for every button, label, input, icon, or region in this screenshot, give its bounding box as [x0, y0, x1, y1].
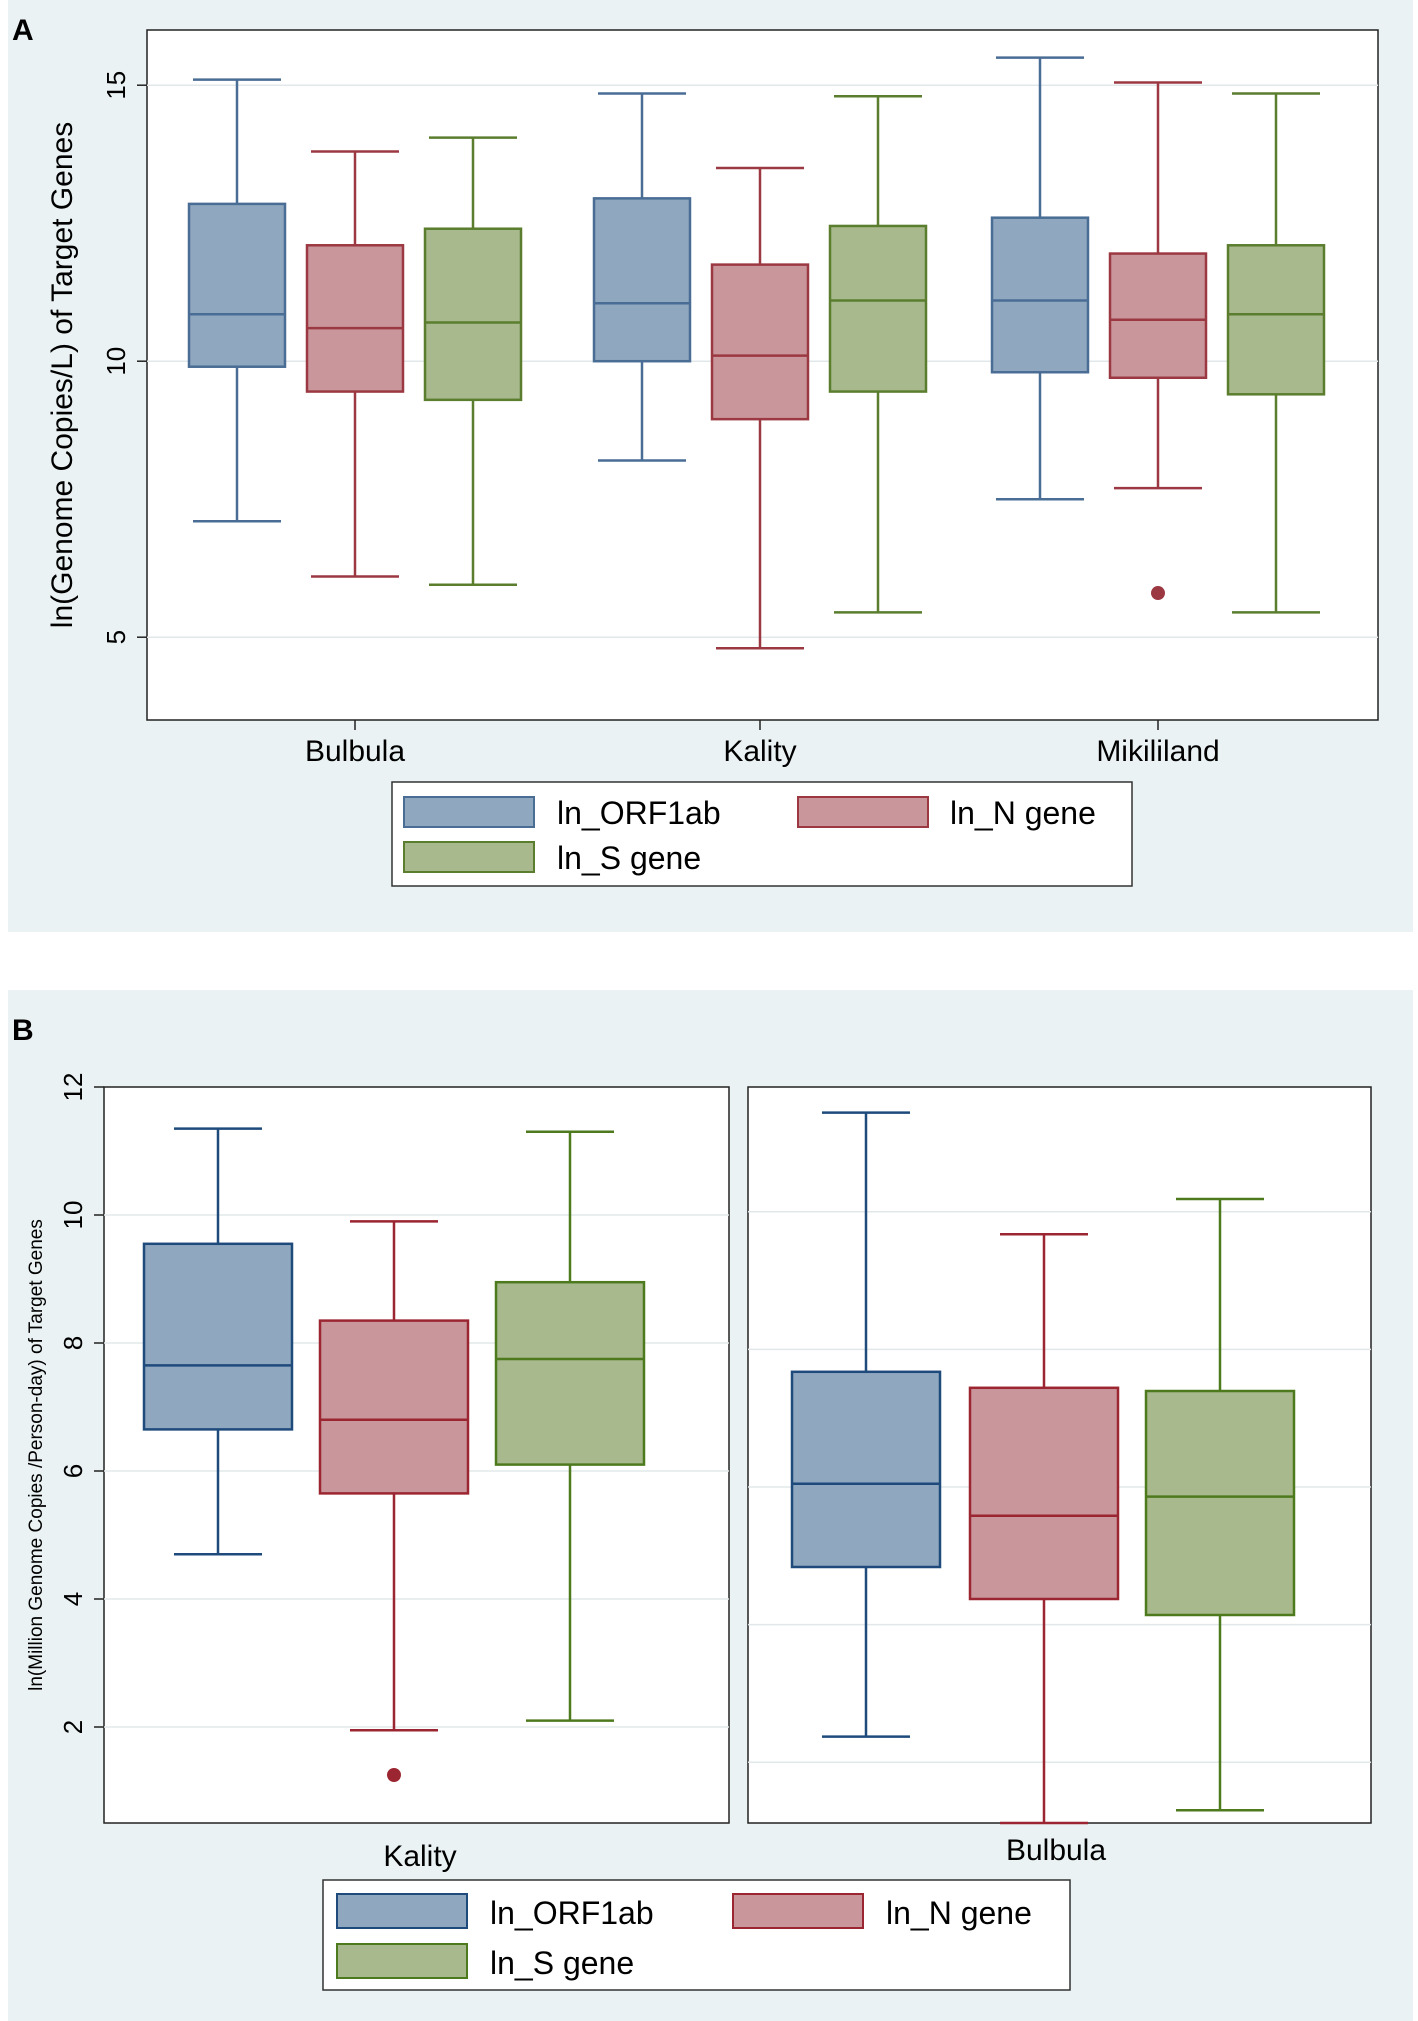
- panel-b-y-axis: 2 4 6 8 10 12: [58, 1073, 104, 1734]
- panel-a-mikililand-ln-s-gene-box: [1226, 244, 1326, 396]
- legend-label-n-gene: ln_N gene: [950, 795, 1096, 831]
- legend-swatch-s-gene: [403, 841, 535, 873]
- panel-a-ytick-label-15: 15: [101, 71, 131, 100]
- panel-b-bulbula-ln-orf1ab-box: [790, 1370, 942, 1569]
- panel-b-ytick-label-2: 2: [58, 1720, 88, 1734]
- panel-b-kality-ln-s-gene-box: [494, 1280, 646, 1466]
- panel-a-mikililand-ln-orf1ab-box: [990, 216, 1090, 374]
- panel-a-category-mikililand: Mikililand: [1096, 735, 1219, 768]
- panel-a-legend: ln_ORF1ab ln_N gene ln_S gene: [391, 781, 1133, 887]
- panel-a-bulbula-ln-s-gene-box: [423, 227, 523, 402]
- panel-a-bulbula-ln-orf1ab-box: [187, 202, 287, 368]
- panel-b-legend: ln_ORF1ab ln_N gene ln_S gene: [322, 1879, 1071, 1991]
- panel-b-ytick-label-8: 8: [58, 1336, 88, 1350]
- panel-a-y-axis-label: ln(Genome Copies/L) of Target Genes: [46, 122, 79, 628]
- panel-a: A 5 10 15 ln(Genome Copies/L) of Target Ge…: [8, 0, 1413, 932]
- panel-b-kality-ln-n-gene-outlier-0: [387, 1768, 401, 1782]
- panel-a-mikililand-ln-n-gene-outlier-0: [1151, 586, 1165, 601]
- panel-a-boxes: [187, 56, 1326, 650]
- legend-swatch-orf1ab: [403, 796, 535, 828]
- legend-b-label-orf1ab: ln_ORF1ab: [490, 1895, 654, 1931]
- panel-b-bulbula-ln-n-gene-box: [968, 1386, 1120, 1601]
- legend-label-orf1ab: ln_ORF1ab: [557, 795, 721, 831]
- panel-a-letter: A: [12, 14, 34, 47]
- panel-a-kality-ln-n-gene-box: [710, 263, 810, 421]
- panel-b-ytick-label-4: 4: [58, 1592, 88, 1606]
- panel-b-kality-ln-orf1ab-box: [142, 1242, 294, 1431]
- panel-b: B 2 4 6 8 10 12 ln(Million Genome Copies /Per…: [8, 990, 1413, 2021]
- panel-b-y-axis-label: ln(Million Genome Copies /Person-day) of…: [26, 1219, 47, 1691]
- panel-a-ytick-label-10: 10: [101, 347, 131, 376]
- panel-a-kality-ln-s-gene-box: [828, 224, 928, 393]
- panel-a-mikililand-ln-n-gene-box: [1108, 252, 1208, 380]
- legend-b-swatch-s-gene: [336, 1943, 468, 1979]
- panel-a-bulbula-ln-n-gene-box: [305, 244, 405, 393]
- panel-b-ytick-label-10: 10: [58, 1201, 88, 1230]
- panel-a-kality-ln-orf1ab-box: [592, 197, 692, 363]
- panel-a-category-bulbula: Bulbula: [305, 735, 405, 768]
- legend-b-swatch-orf1ab: [336, 1893, 468, 1929]
- panel-b-ytick-label-12: 12: [58, 1073, 88, 1102]
- legend-label-s-gene: ln_S gene: [557, 840, 701, 876]
- legend-b-label-n-gene: ln_N gene: [886, 1895, 1032, 1931]
- panel-b-kality-ln-n-gene-box: [318, 1319, 470, 1495]
- panel-b-category-kality: Kality: [383, 1840, 456, 1873]
- legend-b-label-s-gene: ln_S gene: [490, 1945, 634, 1981]
- panel-b-letter: B: [12, 1014, 34, 1047]
- panel-b-boxes: [142, 1111, 1296, 1825]
- legend-b-swatch-n-gene: [732, 1893, 864, 1929]
- panel-b-category-bulbula: Bulbula: [1006, 1834, 1106, 1867]
- panel-a-category-kality: Kality: [723, 735, 796, 768]
- panel-a-x-axis: Bulbula Kality Mikililand: [305, 720, 1220, 768]
- panel-a-y-axis: 5 10 15: [101, 71, 147, 644]
- panel-b-x-axis: Kality Bulbula: [383, 1834, 1106, 1873]
- panel-b-ytick-label-6: 6: [58, 1464, 88, 1478]
- legend-swatch-n-gene: [797, 796, 929, 828]
- panel-b-bulbula-ln-s-gene-box: [1144, 1389, 1296, 1617]
- panel-a-ytick-label-5: 5: [101, 630, 131, 644]
